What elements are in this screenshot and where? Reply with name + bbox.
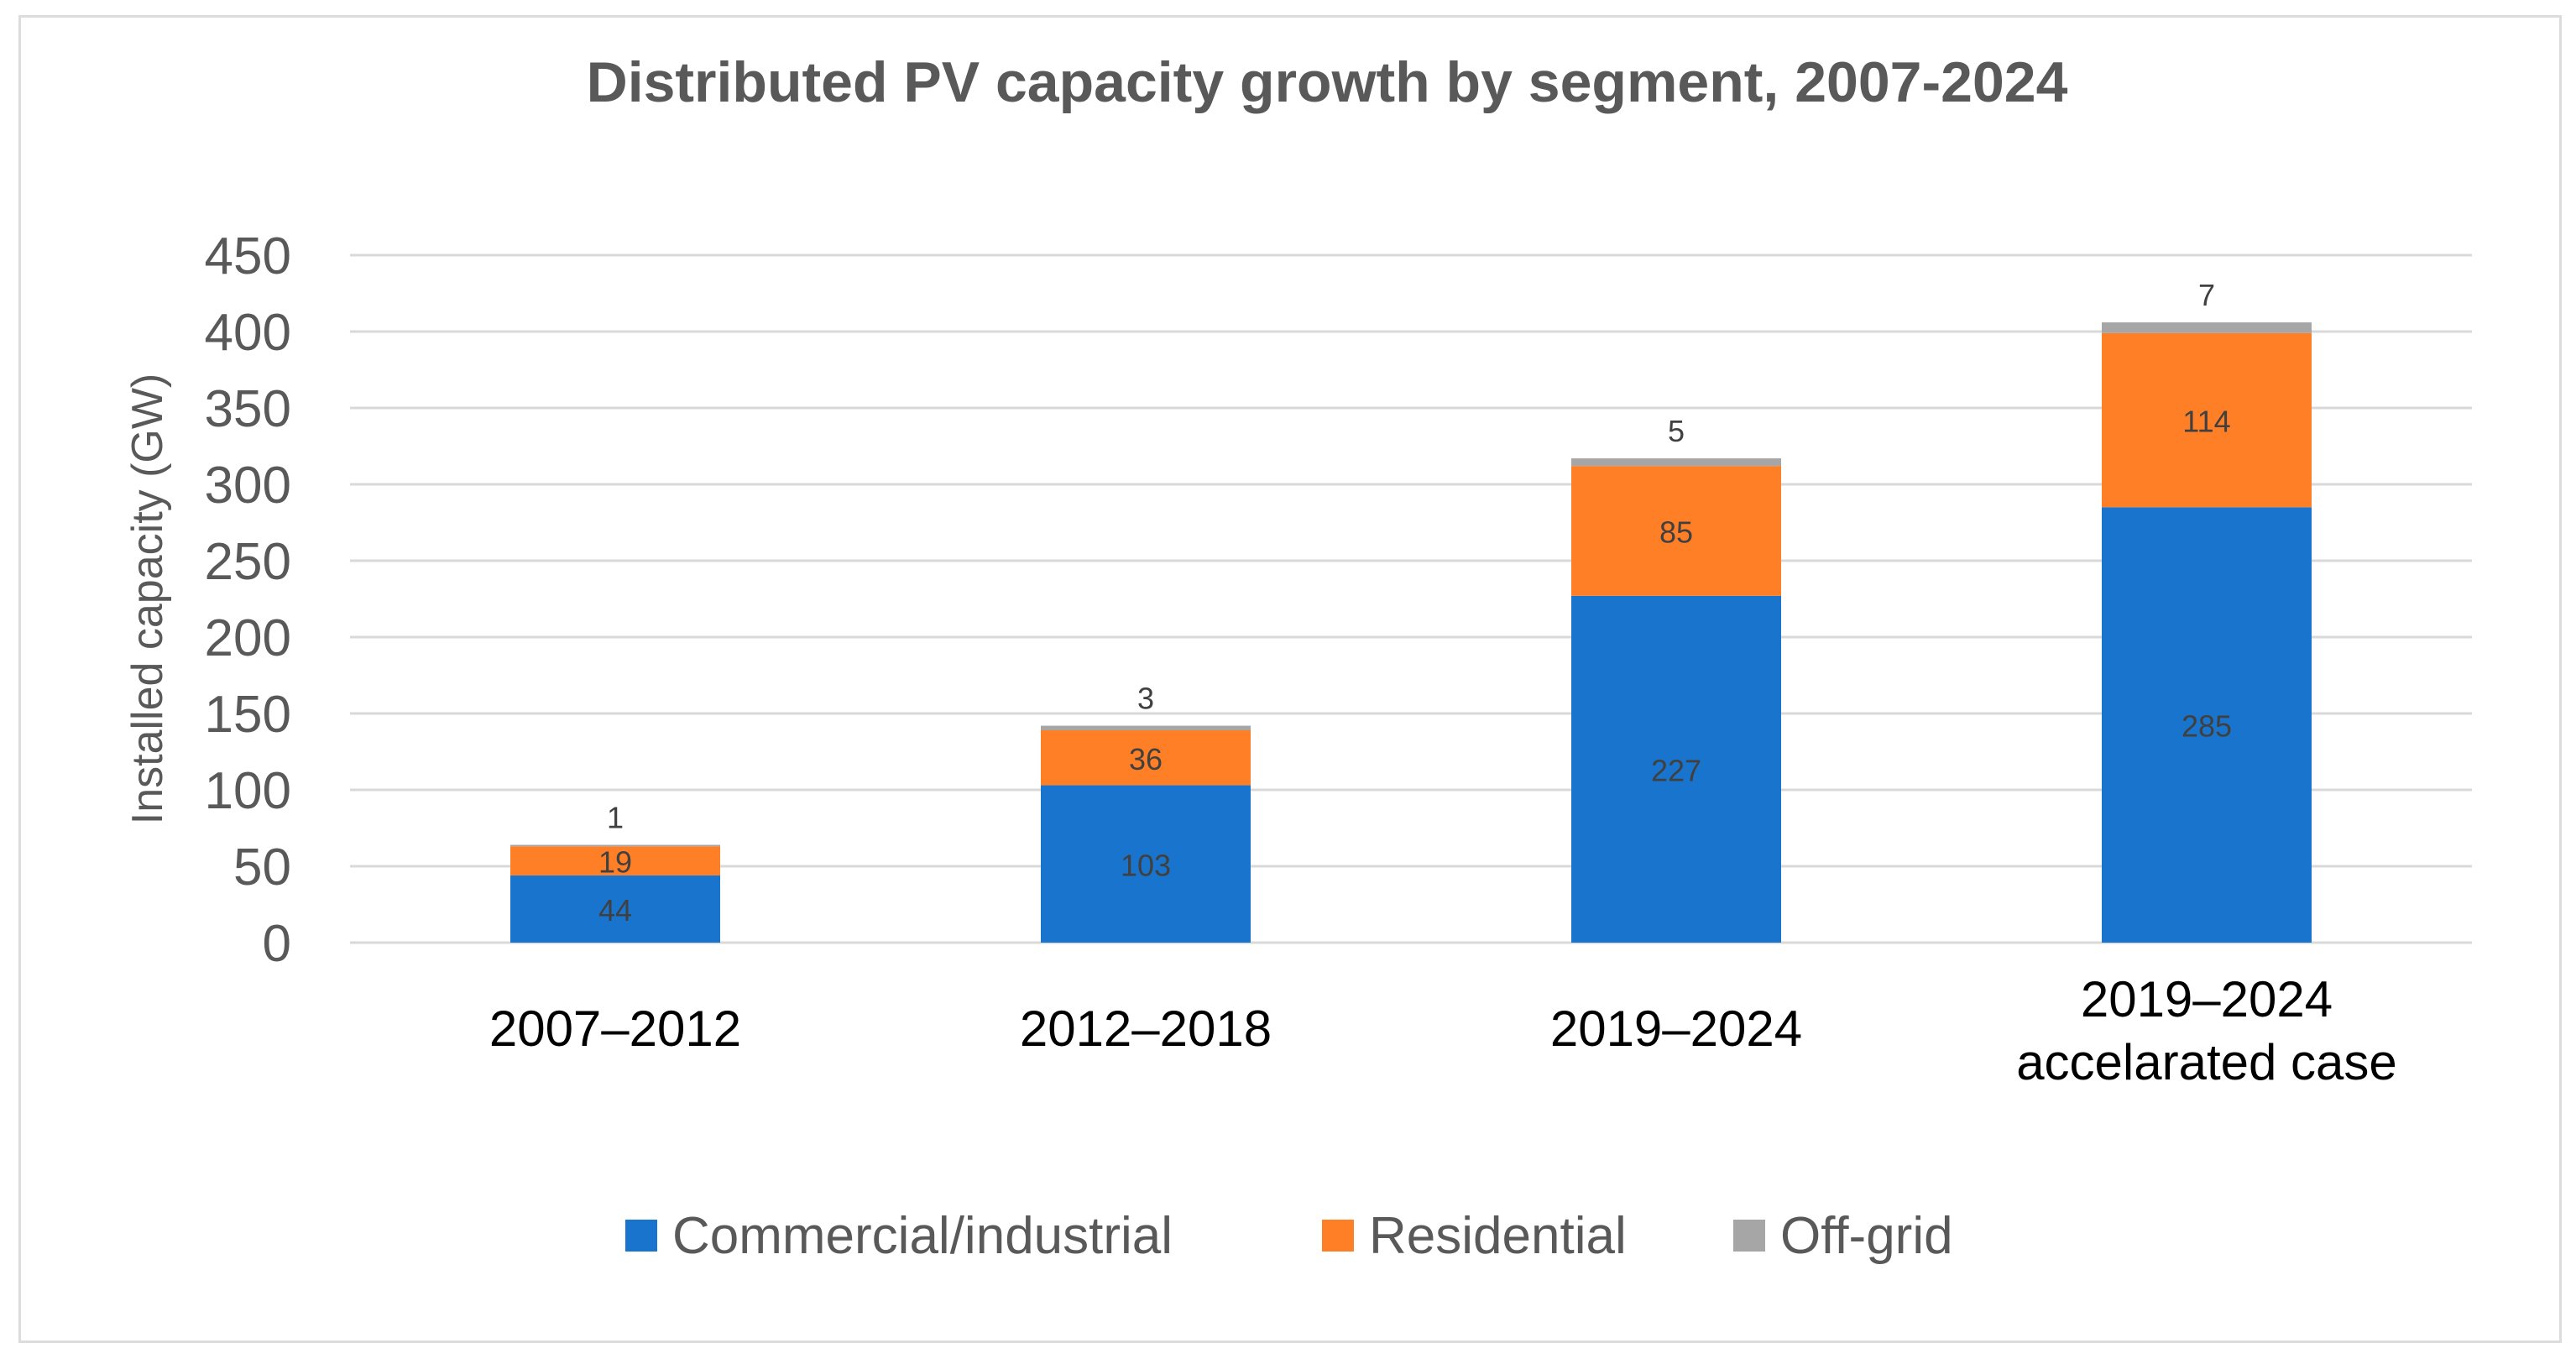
bar-residential [1041,730,1251,786]
bar-commercial-industrial [2102,507,2312,943]
data-label: 36 [1129,742,1163,776]
bar-residential [2102,332,2312,508]
y-tick-label: 200 [205,609,291,667]
x-tick-label: 2019–2024 [1550,1001,1802,1057]
bar-commercial-industrial [1041,785,1251,943]
x-tick-label: 2007–2012 [489,1001,741,1057]
legend-label: Residential [1369,1207,1627,1265]
bar-off-grid [2102,322,2312,333]
data-label: 85 [1659,515,1693,550]
x-tick-label: 2012–2018 [1020,1001,1272,1057]
y-tick-label: 400 [205,304,291,362]
x-axis-ticks: 2007–2012 2012–2018 2019–2024 2019–2024 acce… [489,971,2397,1090]
chart-frame: Distributed PV capacity growth by segmen… [18,15,2562,1343]
bar-off-grid [510,844,720,847]
y-tick-label: 150 [205,686,291,744]
bar-residential [510,846,720,875]
y-tick-label: 450 [205,227,291,285]
data-label: 285 [2182,709,2232,744]
data-label: 19 [598,845,632,880]
legend-label: Commercial/industrial [672,1207,1173,1265]
y-axis-ticks: 0 50 100 150 200 250 300 350 400 450 [205,227,291,973]
bar-off-grid [1571,458,1781,467]
y-axis-label: Installed capacity (GW) [123,374,172,825]
data-label: 114 [2182,405,2230,439]
legend-swatch [1733,1220,1765,1252]
y-tick-label: 0 [263,915,291,973]
legend-label: Off-grid [1780,1207,1953,1265]
bar-commercial-industrial [510,875,720,943]
bars: 44 19 1 103 36 3 227 85 5 285 114 7 [510,278,2312,943]
chart-title: Distributed PV capacity growth by segmen… [587,50,2068,114]
data-label: 103 [1121,848,1171,882]
data-label: 7 [2198,278,2215,312]
bar-commercial-industrial [1571,595,1781,943]
x-tick-label: 2019–2024 [2081,971,2333,1027]
chart-svg: Distributed PV capacity growth by segmen… [123,50,2472,1265]
data-label: 44 [598,893,632,928]
bar-residential [1571,466,1781,596]
data-label: 1 [607,801,624,835]
data-label: 227 [1651,753,1701,787]
y-tick-label: 250 [205,533,291,591]
legend-swatch [625,1220,657,1252]
legend-swatch [1322,1220,1354,1252]
data-label: 3 [1137,682,1154,716]
y-tick-label: 350 [205,380,291,438]
y-tick-label: 50 [233,839,291,896]
y-tick-label: 100 [205,762,291,820]
data-label: 5 [1668,414,1685,448]
bar-off-grid [1041,725,1251,731]
x-tick-label: accelarated case [2016,1034,2397,1090]
legend: Commercial/industrial Residential Off-grid [625,1207,1953,1265]
y-tick-label: 300 [205,457,291,515]
